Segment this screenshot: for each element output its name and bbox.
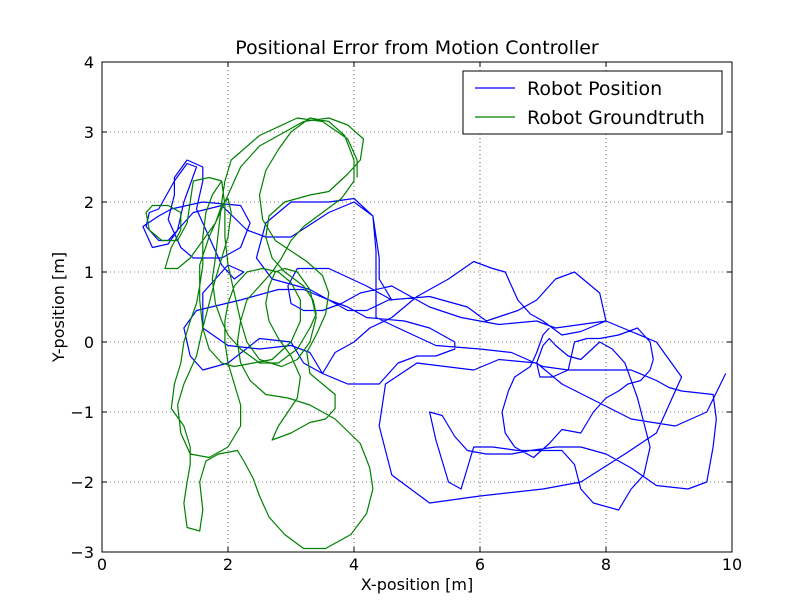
y-tick-label: 1 xyxy=(84,263,94,282)
x-tick-label: 10 xyxy=(722,555,742,574)
x-tick-label: 4 xyxy=(349,555,359,574)
x-axis-label: X-position [m] xyxy=(361,575,473,594)
series-layer xyxy=(142,117,727,550)
y-tick-label: −1 xyxy=(70,403,94,422)
legend-box xyxy=(462,70,723,135)
legend-label-robot-groundtruth: Robot Groundtruth xyxy=(527,107,705,129)
plot-frame xyxy=(101,61,733,553)
x-tick-label: 6 xyxy=(475,555,485,574)
y-tick-label: 2 xyxy=(84,193,94,212)
y-tick-label: −3 xyxy=(70,543,94,562)
legend: Robot Position Robot Groundtruth xyxy=(462,70,723,135)
y-tick-label: 0 xyxy=(84,333,94,352)
x-tick-label: 0 xyxy=(97,555,107,574)
y-tick-label: −2 xyxy=(70,473,94,492)
axis-ticks: 0 2 4 6 8 10 −3 −2 −1 0 1 2 3 4 xyxy=(70,53,742,574)
x-tick-label: 8 xyxy=(601,555,611,574)
chart-title: Positional Error from Motion Controller xyxy=(235,37,599,59)
y-axis-label: Y-position [m] xyxy=(49,252,68,363)
series-line-robot-groundtruth xyxy=(145,117,374,550)
y-tick-label: 3 xyxy=(84,123,94,142)
y-tick-label: 4 xyxy=(84,53,94,72)
x-tick-label: 2 xyxy=(223,555,233,574)
legend-label-robot-position: Robot Position xyxy=(527,78,662,100)
